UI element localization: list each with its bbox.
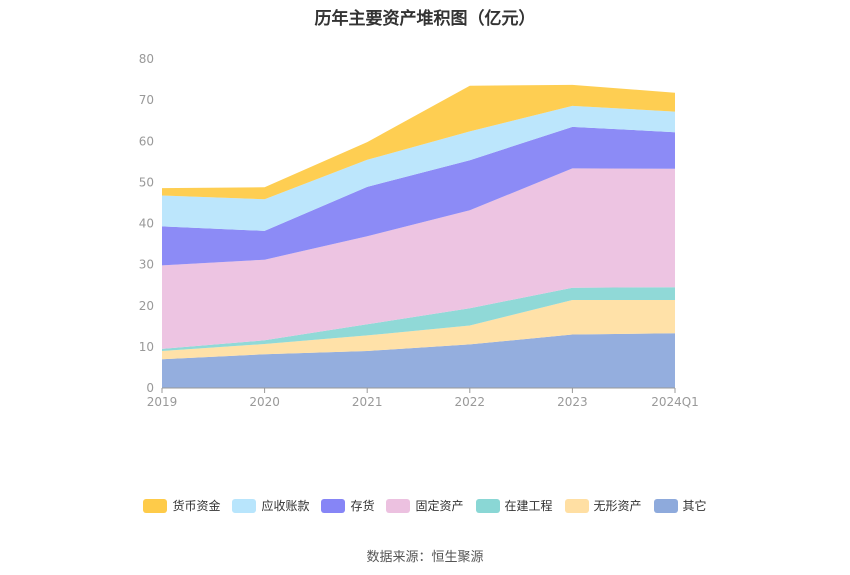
area-series-4: [162, 126, 675, 266]
chart-title: 历年主要资产堆积图（亿元）: [314, 9, 536, 29]
legend-label: 固定资产: [415, 499, 464, 513]
legend-swatch: [321, 498, 346, 513]
x-tick-label: 2023: [557, 395, 588, 409]
x-tick-label: 2024Q1: [651, 395, 699, 409]
y-tick-label: 0: [146, 381, 154, 395]
legend-label: 存货: [350, 499, 375, 513]
y-tick-label: 40: [139, 217, 154, 231]
area-series-6: [162, 84, 675, 200]
legend-item[interactable]: 存货: [321, 497, 374, 514]
axes-layer: 0 10 20 30 40 50 60 70 80 2019 2020 2021 2022 2023 202…: [139, 52, 699, 409]
y-tick-label: 30: [139, 258, 154, 272]
legend-swatch: [386, 498, 411, 513]
legend-swatch: [564, 498, 589, 513]
legend-item[interactable]: 应收账款: [232, 497, 309, 514]
x-tick-label: 2020: [249, 395, 280, 409]
y-tick-label: 10: [139, 340, 154, 354]
legend-label: 在建工程: [504, 499, 553, 513]
legend-item[interactable]: 无形资产: [564, 497, 642, 514]
y-tick-label: 50: [139, 175, 154, 189]
area-series-5: [162, 105, 675, 231]
legend-label: 无形资产: [593, 499, 642, 513]
legend-label: 其它: [682, 499, 707, 513]
legend-item[interactable]: 货币资金: [143, 497, 220, 514]
legend-swatch: [143, 498, 168, 513]
legend-label: 应收账款: [261, 499, 310, 513]
y-tick-label: 60: [139, 134, 154, 148]
area-layer: [162, 84, 675, 388]
area-series-1: [162, 300, 675, 360]
x-tick-label: 2022: [455, 395, 486, 409]
area-series-3: [162, 168, 675, 349]
y-tick-label: 80: [139, 52, 154, 66]
legend-swatch: [475, 498, 500, 513]
data-source-note: 数据来源：恒生聚源: [366, 550, 484, 565]
legend-item[interactable]: 其它: [653, 497, 707, 514]
legend-swatch: [232, 498, 257, 513]
x-tick-label: 2019: [147, 395, 178, 409]
legend-label: 货币资金: [172, 499, 221, 513]
area-series-2: [162, 287, 675, 351]
legend-item[interactable]: 在建工程: [475, 497, 553, 514]
legend-item[interactable]: 固定资产: [386, 497, 464, 514]
y-tick-label: 70: [139, 93, 154, 107]
area-series-0: [162, 333, 675, 388]
x-tick-label: 2021: [352, 395, 383, 409]
legend-swatch: [653, 498, 678, 513]
y-tick-label: 20: [139, 299, 154, 313]
legend: 货币资金 应收账款 存货 固定资产 在建工程 无形资产 其它: [0, 497, 850, 514]
